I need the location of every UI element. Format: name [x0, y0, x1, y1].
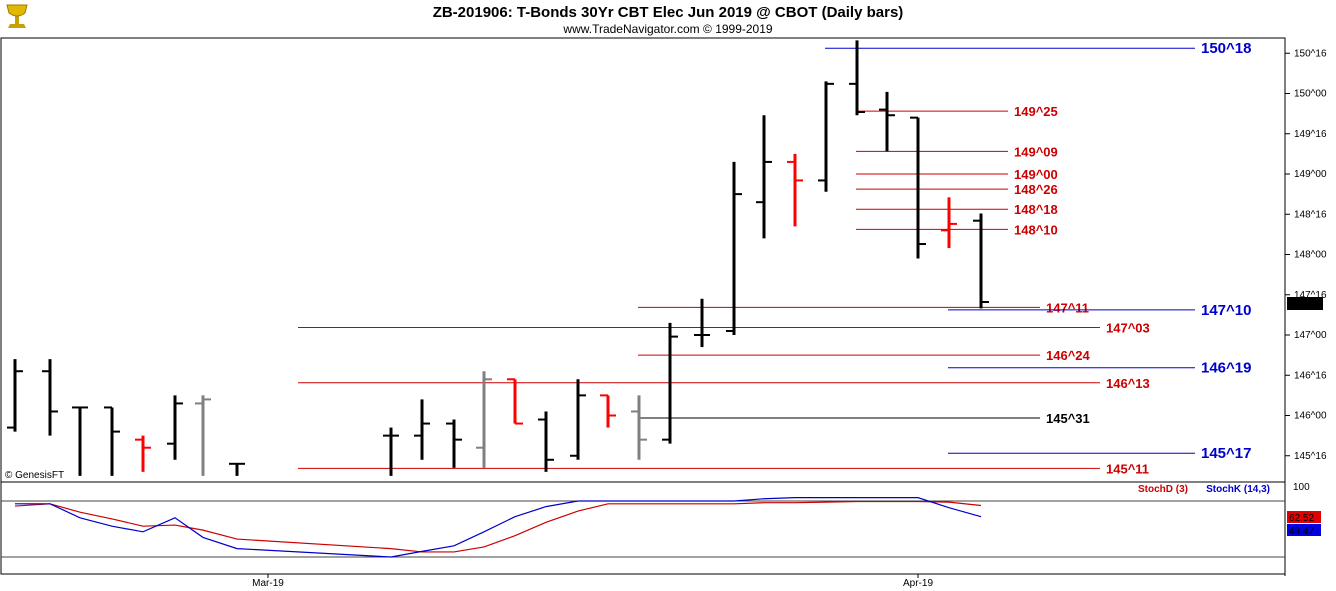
ohlc-bar: [7, 359, 23, 432]
xtick-label-mar: Mar-19: [252, 578, 284, 589]
ohlc-bar: [507, 378, 523, 425]
level-label: 149^00: [1014, 167, 1058, 182]
price-tick-label: 146^16: [1294, 370, 1327, 381]
ohlc-bar: [538, 411, 554, 472]
ohlc-bar: [787, 153, 803, 227]
price-axis: 145^16 146^00 146^16 147^00 147^16 148^00 148^…: [1285, 48, 1327, 462]
price-tick-label: 150^00: [1294, 89, 1327, 100]
legend-stochd: StochD (3): [1138, 484, 1188, 495]
level-label: 148^26: [1014, 182, 1058, 197]
price-tick-label: 146^00: [1294, 411, 1327, 422]
ohlc-bar: [476, 371, 492, 468]
stochd-value: 62.52: [1289, 513, 1314, 524]
last-price-label: 147^13: [1289, 299, 1322, 310]
stoch-tick-100: 100: [1293, 482, 1310, 493]
price-tick-label: 148^16: [1294, 209, 1327, 220]
ohlc-bar: [756, 115, 772, 239]
ohlc-bar: [229, 462, 245, 476]
watermark: © GenesisFT: [5, 470, 64, 481]
level-label: 147^03: [1106, 320, 1150, 335]
ohlc-bar: [167, 395, 183, 460]
price-tick-label: 147^16: [1294, 290, 1327, 301]
logo-trophy-icon: [6, 4, 28, 28]
ohlc-bar: [631, 395, 647, 460]
chart-subtitle: www.TradeNavigator.com © 1999-2019: [562, 22, 772, 36]
ohlc-bar: [72, 406, 88, 476]
level-label: 145^11: [1106, 461, 1149, 476]
level-label: 145^17: [1201, 445, 1251, 462]
xtick-label-apr: Apr-19: [903, 578, 933, 589]
ohlc-bar: [910, 116, 926, 259]
level-label: 149^09: [1014, 144, 1058, 159]
stochd-value-tag: [1287, 511, 1321, 523]
ohlc-bar: [849, 40, 865, 116]
ohlc-bar: [726, 161, 742, 335]
ohlc-bar: [879, 91, 895, 152]
stochk-line: [15, 497, 982, 558]
level-label: 146^24: [1046, 348, 1091, 363]
level-label: 146^13: [1106, 376, 1150, 391]
level-label: 146^19: [1201, 360, 1251, 377]
stoch-lines: [14, 497, 982, 558]
level-label: 149^25: [1014, 104, 1058, 119]
ohlc-bar: [694, 298, 710, 348]
ohlc-bar: [570, 379, 586, 460]
price-bars: [7, 40, 989, 476]
price-tick-label: 150^16: [1294, 48, 1327, 59]
ohlc-bar: [42, 359, 58, 436]
level-label: 148^18: [1014, 202, 1058, 217]
chart-title: ZB-201906: T-Bonds 30Yr CBT Elec Jun 201…: [433, 4, 904, 21]
stochk-value: 49.47: [1289, 526, 1314, 537]
price-tick-label: 149^16: [1294, 129, 1327, 140]
price-tick-label: 148^00: [1294, 250, 1327, 261]
price-panel-frame: [0, 37, 1286, 483]
level-label: 145^31: [1046, 411, 1090, 426]
ohlc-bar: [414, 399, 430, 460]
stochk-value-tag: [1287, 524, 1321, 536]
ohlc-bar: [104, 406, 120, 476]
legend-stochk: StochK (14,3): [1206, 484, 1270, 495]
level-label: 147^10: [1201, 302, 1251, 319]
stochd-line: [14, 500, 982, 553]
ohlc-bar: [135, 435, 151, 472]
ohlc-bar: [973, 213, 989, 309]
ohlc-bar: [446, 419, 462, 468]
ohlc-bar: [818, 81, 834, 192]
level-label: 147^11: [1046, 300, 1089, 315]
ohlc-bar: [383, 427, 399, 476]
level-label: 150^18: [1201, 40, 1251, 57]
level-label: 148^10: [1014, 222, 1058, 237]
ohlc-bar: [195, 395, 211, 476]
price-tick-label: 147^00: [1294, 330, 1327, 341]
price-tick-label: 149^00: [1294, 169, 1327, 180]
ohlc-bar: [662, 322, 678, 444]
last-price-tag: [1287, 297, 1323, 310]
price-tick-label: 145^16: [1294, 451, 1327, 462]
ohlc-bar: [941, 197, 957, 249]
ohlc-bar: [600, 394, 616, 428]
